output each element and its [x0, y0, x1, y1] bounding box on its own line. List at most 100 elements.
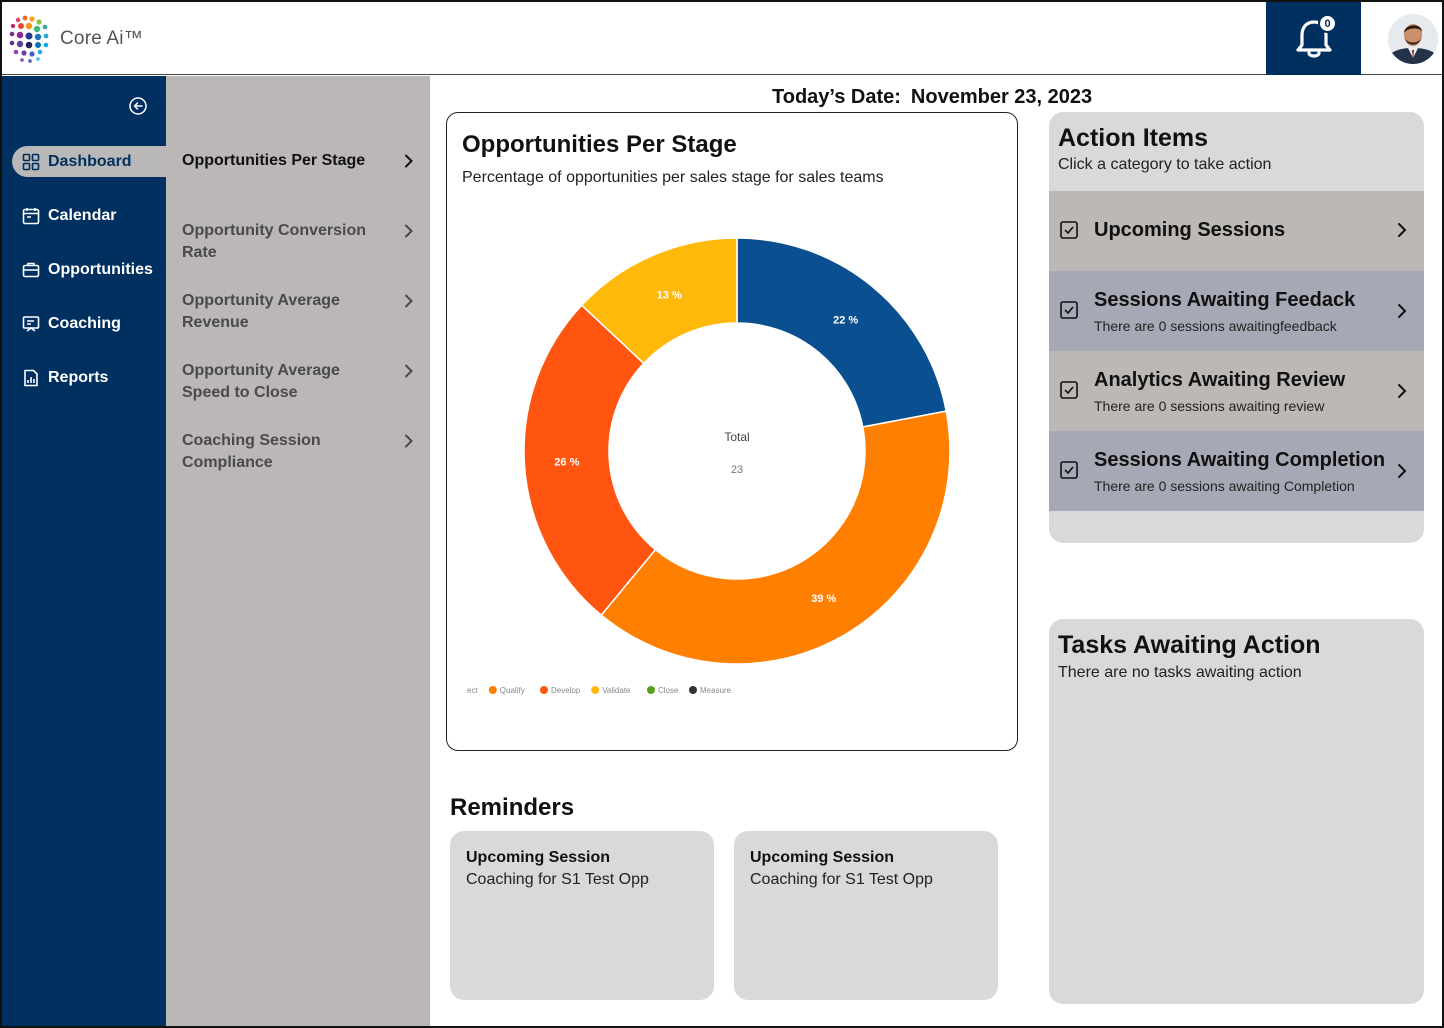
action-row-sessions-awaiting-feedback[interactable]: Sessions Awaiting Feedack There are 0 se…	[1049, 271, 1424, 351]
donut-slice[interactable]	[600, 410, 951, 665]
chevron-right-icon	[1398, 304, 1407, 318]
chevron-right-icon	[405, 434, 413, 448]
action-row-description: There are 0 sessions awaitingfeedback	[1094, 318, 1337, 334]
sidebar-item-label: Reports	[48, 368, 109, 386]
slice-label: 39 %	[811, 593, 836, 605]
date-label: Today’s Date:	[772, 86, 901, 108]
submenu-item-label: Opportunity Conversion Rate	[182, 222, 366, 261]
calendar-icon	[22, 207, 40, 224]
brand-logo[interactable]: Core Ai™	[8, 14, 143, 64]
action-row-title: Upcoming Sessions	[1094, 219, 1286, 241]
presentation-icon	[22, 315, 40, 332]
legend-label[interactable]: Develop	[551, 686, 581, 695]
action-row-sessions-awaiting-completion[interactable]: Sessions Awaiting Completion There are 0…	[1049, 431, 1424, 511]
arrow-left-circle-icon	[129, 97, 147, 115]
action-row-title: Sessions Awaiting Feedack	[1094, 289, 1356, 311]
checkbox-checked-icon	[1060, 461, 1078, 479]
sidebar-item-calendar[interactable]: Calendar	[12, 200, 166, 231]
legend-swatch	[488, 686, 497, 694]
action-items-title: Action Items	[1058, 124, 1209, 152]
donut-slice[interactable]	[580, 237, 738, 365]
submenu-item-opportunities-per-stage[interactable]: Opportunities Per Stage	[182, 150, 414, 172]
legend-label[interactable]: ect	[467, 686, 478, 695]
reminder-title: Upcoming Session	[750, 849, 895, 866]
date-value: November 23, 2023	[910, 86, 1093, 108]
chevron-right-icon	[1398, 223, 1407, 237]
avatar-photo-icon	[1388, 14, 1438, 64]
logo-dots-icon	[9, 15, 49, 63]
top-header: Core Ai™ 0	[2, 2, 1442, 75]
reminders-title: Reminders	[450, 794, 575, 821]
report-icon	[24, 369, 38, 386]
checkbox-checked-icon	[1060, 381, 1078, 399]
reminder-card[interactable]: Upcoming Session Coaching for S1 Test Op…	[450, 831, 714, 1000]
legend-swatch	[591, 686, 600, 694]
chevron-right-icon	[405, 364, 413, 378]
sidebar-item-label: Coaching	[48, 314, 121, 332]
chevron-right-icon	[1398, 384, 1407, 398]
todays-date: Today’s Date: November 23, 2023	[772, 86, 1092, 109]
tasks-title: Tasks Awaiting Action	[1058, 631, 1321, 659]
legend-label[interactable]: Measure	[700, 686, 732, 695]
donut-slice[interactable]	[736, 237, 948, 428]
reminder-description: Coaching for S1 Test Opp	[750, 871, 933, 888]
donut-chart: 22 % 39 % 26 % 13 % Total 23 ect Qualify Develop…	[467, 237, 951, 695]
reminder-description: Coaching for S1 Test Opp	[466, 871, 649, 888]
donut-slice[interactable]	[523, 304, 657, 617]
slice-label: 22 %	[833, 315, 858, 327]
submenu-item-opportunity-average-revenue[interactable]: Opportunity Average Revenue	[182, 290, 414, 334]
legend-label[interactable]: Validate	[602, 686, 631, 695]
chevron-right-icon	[1398, 464, 1407, 478]
sidebar-item-coaching[interactable]: Coaching	[12, 308, 166, 339]
tasks-subtitle: There are no tasks awaiting action	[1058, 664, 1302, 681]
submenu-item-label: Opportunity Average Speed to Close	[182, 362, 340, 401]
chart-subtitle: Percentage of opportunities per sales st…	[462, 169, 884, 186]
checkbox-checked-icon	[1060, 221, 1078, 239]
sidebar-item-label: Dashboard	[48, 152, 132, 170]
collapse-sidebar-button[interactable]	[128, 96, 148, 116]
submenu-item-label: Opportunities Per Stage	[182, 152, 366, 169]
sidebar-item-dashboard[interactable]: Dashboard	[12, 146, 166, 177]
action-row-title: Sessions Awaiting Completion	[1094, 449, 1386, 471]
legend-swatch	[647, 686, 655, 694]
legend-swatch	[689, 686, 697, 694]
grid-icon	[22, 153, 40, 170]
chevron-right-icon	[405, 224, 413, 238]
reminder-card[interactable]: Upcoming Session Coaching for S1 Test Op…	[734, 831, 998, 1000]
submenu-item-opportunity-average-speed-to-close[interactable]: Opportunity Average Speed to Close	[182, 360, 414, 404]
dashboard-submenu: Opportunities Per Stage Opportunity Conv…	[166, 76, 430, 1026]
sidebar-item-reports[interactable]: Reports	[12, 362, 166, 393]
legend-label[interactable]: Close	[658, 686, 679, 695]
brand-name: Core Ai™	[60, 28, 143, 49]
user-avatar[interactable]	[1388, 14, 1438, 64]
action-items-subtitle: Click a category to take action	[1058, 156, 1272, 173]
action-row-upcoming-sessions[interactable]: Upcoming Sessions	[1049, 191, 1424, 271]
slice-label: 26 %	[554, 457, 579, 469]
main-sidebar: Dashboard Calendar Opportunities Coachin…	[2, 76, 166, 1026]
action-row-description: There are 0 sessions awaiting review	[1094, 398, 1325, 414]
submenu-item-opportunity-conversion-rate[interactable]: Opportunity Conversion Rate	[182, 220, 414, 264]
tasks-awaiting-action-card: Tasks Awaiting Action There are no tasks…	[1049, 619, 1424, 1004]
chevron-right-icon	[405, 294, 413, 308]
action-row-description: There are 0 sessions awaiting Completion	[1094, 478, 1355, 494]
slice-label: 13 %	[657, 290, 682, 302]
briefcase-icon	[22, 262, 40, 277]
submenu-item-coaching-session-compliance[interactable]: Coaching Session Compliance	[182, 430, 414, 474]
submenu-item-label: Coaching Session Compliance	[182, 432, 321, 471]
donut-center-value: 23	[731, 464, 743, 476]
notifications-button[interactable]: 0	[1266, 2, 1361, 75]
notification-count-badge: 0	[1318, 14, 1337, 33]
submenu-item-label: Opportunity Average Revenue	[182, 292, 340, 331]
opportunities-per-stage-card: 22 % 39 % 26 % 13 % Total 23 ect Qualify Develop…	[446, 112, 1018, 751]
legend-label[interactable]: Qualify	[500, 686, 525, 695]
sidebar-item-label: Opportunities	[48, 260, 153, 278]
chevron-right-icon	[405, 154, 413, 168]
action-row-analytics-awaiting-review[interactable]: Analytics Awaiting Review There are 0 se…	[1049, 351, 1424, 431]
action-items-card: Action Items Click a category to take ac…	[1049, 112, 1424, 543]
action-row-title: Analytics Awaiting Review	[1094, 369, 1346, 391]
legend-swatch	[540, 686, 548, 694]
chart-title: Opportunities Per Stage	[462, 131, 737, 158]
sidebar-item-opportunities[interactable]: Opportunities	[12, 254, 166, 285]
checkbox-checked-icon	[1060, 301, 1078, 319]
